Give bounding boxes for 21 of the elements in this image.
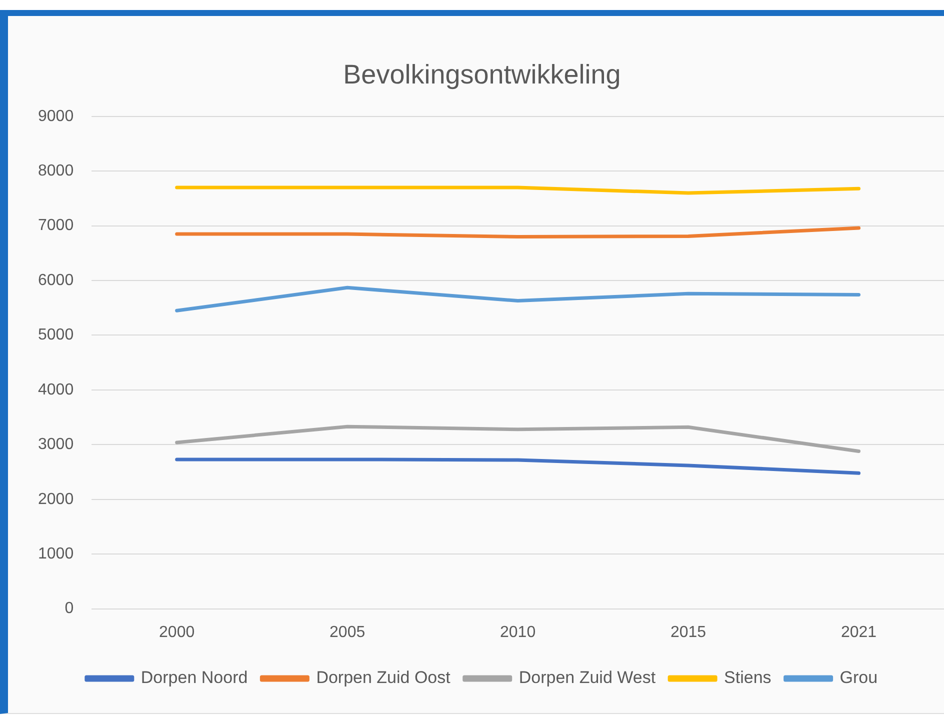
y-tick-label: 9000 [38, 108, 74, 125]
x-tick-label: 2010 [500, 624, 536, 641]
chart-title: Bevolkingsontwikkeling [343, 60, 621, 90]
y-tick-label: 8000 [38, 162, 74, 180]
y-tick-label: 7000 [38, 217, 74, 234]
y-tick-label: 5000 [38, 326, 74, 344]
x-tick-label: 2000 [159, 624, 195, 641]
x-tick-label: 2005 [330, 624, 366, 641]
legend-label: Dorpen Zuid Oost [316, 668, 451, 688]
legend-label: Grou [840, 668, 878, 688]
y-tick-label: 2000 [38, 490, 74, 508]
x-tick-label: 2021 [840, 624, 877, 641]
legend-label: Dorpen Zuid West [518, 668, 656, 688]
y-tick-label: 3000 [38, 436, 74, 454]
y-tick-label: 1000 [38, 545, 74, 562]
y-tick-label: 4000 [38, 381, 74, 398]
legend-label: Dorpen Noord [140, 668, 248, 688]
y-tick-label: 0 [64, 600, 74, 618]
y-tick-label: 6000 [38, 272, 74, 289]
x-tick-label: 2015 [670, 624, 706, 641]
legend-label: Stiens [724, 668, 772, 688]
